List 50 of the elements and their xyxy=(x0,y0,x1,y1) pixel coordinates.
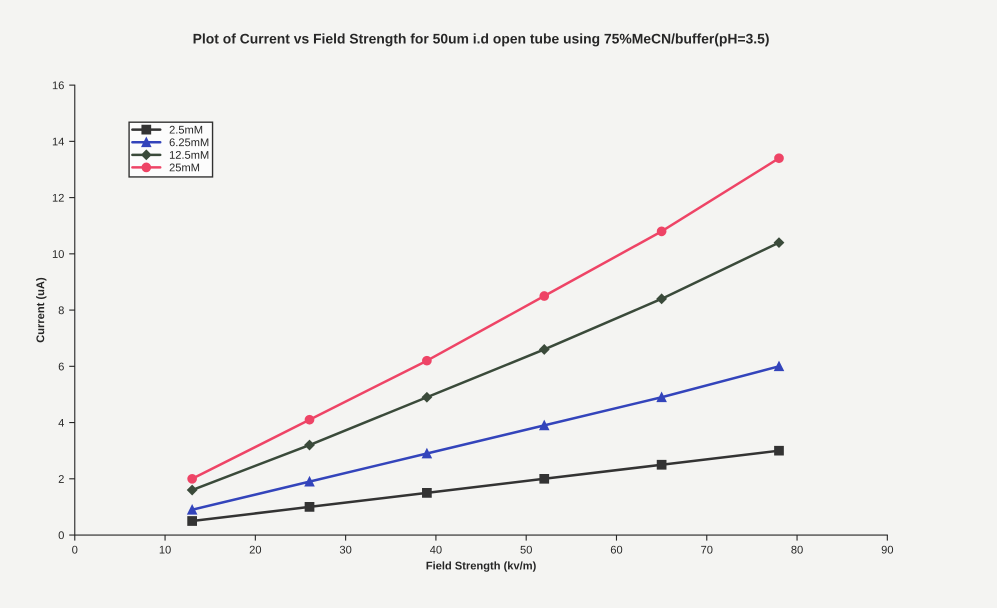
point xyxy=(656,392,666,402)
point xyxy=(304,476,314,486)
point xyxy=(539,474,550,484)
point xyxy=(656,294,667,304)
y-tick-label: 14 xyxy=(52,138,64,146)
x-tick-label: 50 xyxy=(520,546,532,554)
legend-label: 2.5mM xyxy=(170,126,202,134)
x-tick-label: 40 xyxy=(430,546,442,554)
y-tick-label: 12 xyxy=(52,194,64,202)
legend-label: 6.25mM xyxy=(170,138,208,146)
x-tick-label: 60 xyxy=(610,546,622,554)
legend-label: 12.5mM xyxy=(170,150,208,159)
point xyxy=(187,474,198,484)
point xyxy=(774,446,784,456)
y-tick-label: 4 xyxy=(58,418,64,427)
point xyxy=(656,460,666,470)
x-tick-label: 90 xyxy=(882,546,894,554)
point xyxy=(656,226,666,236)
x-tick-label: 10 xyxy=(160,546,171,554)
point xyxy=(187,516,198,526)
point xyxy=(304,502,314,512)
point xyxy=(304,440,315,450)
point xyxy=(539,420,550,430)
x-tick-label: 0 xyxy=(72,546,78,554)
point xyxy=(187,504,198,515)
y-tick-label: 6 xyxy=(58,362,64,370)
y-axis-title: Current (uA) xyxy=(36,278,46,342)
point xyxy=(422,488,432,498)
y-tick-label: 2 xyxy=(58,475,64,483)
point xyxy=(539,344,550,355)
y-tick-label: 8 xyxy=(58,306,64,314)
x-tick-label: 20 xyxy=(250,546,262,554)
legend-label: 25mM xyxy=(170,164,200,172)
chart-title: Plot of Current vs Field Strength for 50um i.d open tube using 75%MeCN/buffer(pH=3.5) xyxy=(194,33,769,46)
point xyxy=(422,392,432,402)
x-axis-title: Field Strength (kv/m) xyxy=(426,561,536,572)
y-tick-label: 10 xyxy=(52,250,64,258)
point xyxy=(774,361,784,372)
point xyxy=(422,448,432,458)
point xyxy=(774,237,784,248)
y-tick-label: 0 xyxy=(58,531,64,540)
y-tick-label: 16 xyxy=(52,81,64,90)
point xyxy=(774,153,784,164)
point xyxy=(539,291,550,301)
x-tick-label: 80 xyxy=(791,546,803,554)
x-tick-label: 70 xyxy=(701,546,713,554)
point xyxy=(187,484,198,496)
point xyxy=(422,356,432,366)
x-tick-label: 30 xyxy=(340,546,352,554)
point xyxy=(304,414,314,425)
